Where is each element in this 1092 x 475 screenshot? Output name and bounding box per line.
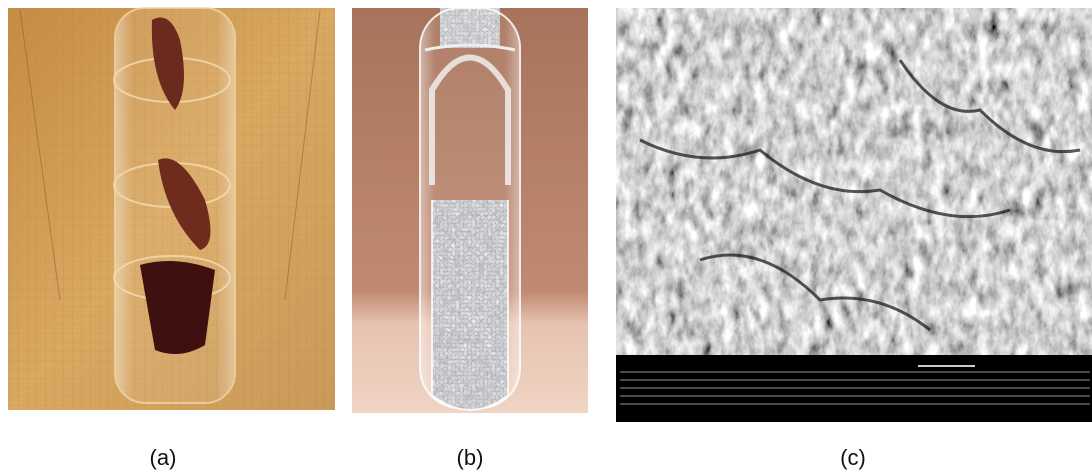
photo-a — [8, 8, 335, 410]
caption-b: (b) — [457, 445, 484, 470]
page: (a) (b) (c) (() => { const data = JSON.p… — [0, 0, 1092, 475]
caption-a: (a) — [150, 445, 177, 470]
figure: (a) (b) (c) — [0, 0, 1092, 475]
photo-b — [352, 8, 588, 420]
caption-c: (c) — [840, 445, 866, 470]
photo-c — [616, 8, 1092, 422]
